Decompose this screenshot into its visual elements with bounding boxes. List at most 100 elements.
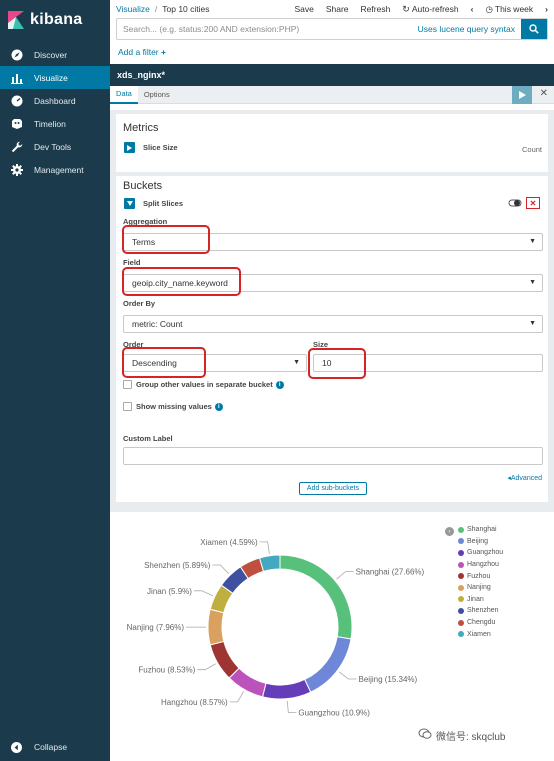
pie-slice-label: Hangzhou (8.57%): [161, 698, 228, 707]
legend-item[interactable]: Guangzhou: [458, 547, 503, 559]
caret-down-icon: ▼: [529, 320, 536, 327]
info-icon[interactable]: i: [214, 402, 223, 411]
buckets-panel: Buckets Split Slices ✕ Aggregation Terms…: [116, 176, 548, 502]
apply-changes-button[interactable]: [512, 86, 532, 104]
chevron-down-icon: [124, 198, 135, 209]
sidebar-item-dev-tools[interactable]: Dev Tools: [0, 135, 110, 158]
aggregation-select[interactable]: Terms ▼: [123, 233, 543, 251]
pie-slice-label: Xiamen (4.59%): [200, 538, 258, 547]
pie-label-leader: [336, 571, 354, 580]
legend-label: Chengdu: [467, 619, 496, 627]
share-button[interactable]: Share: [325, 4, 349, 14]
sidebar-item-discover[interactable]: Discover: [0, 43, 110, 66]
order-select[interactable]: Descending ▼: [123, 354, 307, 372]
sidebar-item-timelion[interactable]: Timelion: [0, 112, 110, 135]
info-icon[interactable]: i: [275, 380, 284, 389]
caret-down-icon: ▼: [293, 359, 300, 366]
kibana-logo-icon: [8, 11, 24, 29]
pie-slice-beijing[interactable]: [304, 636, 352, 693]
legend-label: Hangzhou: [467, 561, 499, 569]
pie-slice-shanghai[interactable]: [279, 554, 353, 640]
metric-agg-label: Slice Size: [143, 143, 178, 152]
collapse-icon: [10, 741, 23, 754]
compass-icon: [10, 48, 23, 61]
legend-swatch: [458, 526, 464, 533]
time-next-icon[interactable]: ›: [545, 4, 548, 14]
legend-item[interactable]: Fuzhou: [458, 570, 503, 582]
save-button[interactable]: Save: [294, 4, 314, 14]
highlight-box-aggregation: [122, 225, 210, 254]
legend-item[interactable]: Nanjing: [458, 582, 503, 594]
time-prev-icon[interactable]: ‹: [470, 4, 474, 14]
sidebar: kibana Discover Visualize Dashboard Timelio…: [0, 0, 110, 761]
size-input[interactable]: 10: [313, 354, 543, 372]
metric-agg-header[interactable]: Slice Size: [124, 142, 178, 153]
metrics-panel: Metrics Slice Size Count: [116, 114, 548, 172]
pie-slice-guangzhou[interactable]: [261, 678, 312, 700]
legend-swatch: [458, 619, 464, 626]
legend-item[interactable]: Xiamen: [458, 628, 503, 640]
add-sub-buckets-button[interactable]: Add sub-buckets: [299, 482, 367, 495]
pie-slice-label: Guangzhou (10.9%): [298, 709, 370, 718]
sidebar-item-management[interactable]: Management: [0, 158, 110, 181]
bucket-agg-header[interactable]: Split Slices: [124, 198, 183, 209]
legend-item[interactable]: Hangzhou: [458, 559, 503, 571]
legend-swatch: [458, 561, 464, 568]
discard-icon[interactable]: ✕: [539, 88, 548, 99]
auto-refresh-label: Auto-refresh: [411, 4, 459, 14]
remove-agg-icon[interactable]: ✕: [526, 197, 540, 209]
collapse-button[interactable]: Collapse: [0, 737, 110, 757]
caret-down-icon: ▼: [529, 279, 536, 286]
pie-slice-label: Nanjing (7.96%): [127, 623, 185, 632]
time-picker[interactable]: ◷ This week: [485, 4, 533, 15]
legend-label: Xiamen: [467, 630, 491, 638]
tab-data[interactable]: Data: [110, 85, 138, 104]
order-by-value: metric: Count: [132, 319, 183, 329]
lucene-syntax-link[interactable]: Uses lucene query syntax: [417, 24, 515, 34]
field-value: geoip.city_name.keyword: [132, 278, 228, 288]
group-other-checkbox[interactable]: [123, 380, 132, 389]
wechat-icon: [418, 728, 432, 743]
aggregation-value: Terms: [132, 237, 156, 247]
search-input[interactable]: [117, 24, 418, 34]
sidebar-item-dashboard[interactable]: Dashboard: [0, 89, 110, 112]
legend-item[interactable]: Shenzhen: [458, 605, 503, 617]
pie-label-leader: [338, 671, 357, 680]
legend-item[interactable]: Beijing: [458, 536, 503, 548]
legend-toggle-icon[interactable]: ›: [445, 527, 454, 536]
breadcrumb-visualize[interactable]: Visualize: [116, 4, 150, 14]
legend-item[interactable]: Shanghai: [458, 524, 503, 536]
order-value: Descending: [132, 358, 177, 368]
custom-label-input[interactable]: [123, 447, 543, 465]
pie-slice-xiamen[interactable]: [258, 554, 281, 573]
show-missing-checkbox[interactable]: [123, 402, 132, 411]
legend-swatch: [458, 573, 464, 580]
pie-slice-fuzhou[interactable]: [209, 640, 240, 679]
group-other-checkbox-row[interactable]: Group other values in separate bucket i: [123, 380, 284, 389]
pie-slice-nanjing[interactable]: [207, 608, 225, 646]
legend-label: Shanghai: [467, 526, 497, 534]
brand[interactable]: kibana: [0, 0, 110, 40]
sidebar-item-label: Dev Tools: [34, 141, 72, 152]
breadcrumb-current: Top 10 cities: [162, 4, 210, 14]
auto-refresh-button[interactable]: ↻ Auto-refresh: [402, 4, 458, 15]
refresh-button[interactable]: Refresh: [360, 4, 391, 14]
highlight-box-size: [308, 348, 366, 379]
advanced-toggle-link[interactable]: ◂Advanced: [507, 474, 542, 482]
sidebar-item-visualize[interactable]: Visualize: [0, 66, 110, 89]
order-by-select[interactable]: metric: Count ▼: [123, 315, 543, 333]
toggle-icon[interactable]: [508, 198, 522, 208]
timelion-icon: [10, 117, 23, 130]
vis-title-bar: xds_nginx*: [110, 64, 554, 86]
add-filter-link[interactable]: Add a filter +: [118, 47, 166, 57]
legend-item[interactable]: Chengdu: [458, 617, 503, 629]
sidebar-item-label: Visualize: [34, 72, 68, 83]
field-select[interactable]: geoip.city_name.keyword ▼: [123, 274, 543, 292]
show-missing-checkbox-row[interactable]: Show missing values i: [123, 402, 223, 411]
legend-item[interactable]: Jinan: [458, 594, 503, 606]
pie-slice-label: Fuzhou (8.53%): [138, 666, 195, 675]
tab-options[interactable]: Options: [143, 90, 170, 99]
brand-name: kibana: [30, 11, 83, 28]
search-button[interactable]: [521, 19, 547, 39]
legend-label: Jinan: [467, 595, 484, 603]
